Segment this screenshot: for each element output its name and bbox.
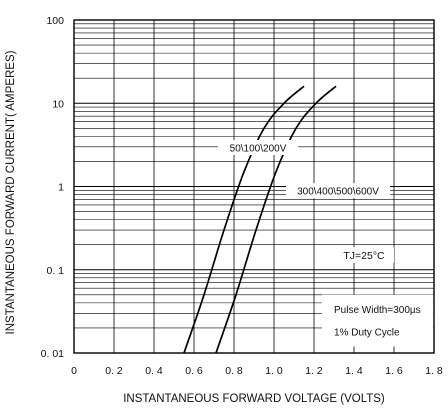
y-axis-label: INSTANTANEOUS FORWARD CURRENT( AMPERES) (5, 50, 17, 334)
x-tick-label: 0. 6 (185, 365, 203, 377)
x-axis-label: INSTANTANEOUS FORWARD VOLTAGE (VOLTS) (123, 393, 385, 405)
x-tick-label: 0. 4 (145, 365, 163, 377)
y-tick-label: 0. 1 (46, 265, 64, 277)
label-layer: 50\100\200V 300\400\500\600V (218, 140, 390, 199)
y-tick-labels: 0. 01 0. 1 1 10 100 (41, 15, 65, 360)
series-label-2: 300\400\500\600V (297, 187, 379, 198)
series-layer (183, 85, 337, 354)
series-line-1 (183, 85, 305, 354)
tj-label: TJ=25°C (343, 250, 385, 262)
plot-frame (73, 19, 435, 354)
y-tick-label: 10 (52, 98, 64, 110)
y-tick-label: 1 (58, 182, 64, 194)
x-tick-label: 1. 0 (265, 365, 283, 377)
tj-label-bg (334, 247, 394, 264)
x-tick-label: 1. 8 (425, 365, 443, 377)
series-label-1-bg (218, 140, 298, 156)
x-tick-label: 0. 2 (105, 365, 123, 377)
y-tick-label: 0. 01 (41, 348, 65, 360)
series-label-1: 50\100\200V (230, 144, 287, 155)
x-tick-label: 0. 8 (225, 365, 243, 377)
pulse-box-bg (322, 294, 433, 347)
grid (74, 20, 434, 353)
x-tick-labels: 0 0. 2 0. 4 0. 6 0. 8 1. 0 1. 2 1. 4 1. 6 1. 8 (71, 365, 443, 377)
series-label-2-bg (286, 183, 390, 199)
x-tick-label: 0 (71, 365, 77, 377)
x-tick-label: 1. 2 (305, 365, 323, 377)
x-tick-label: 1. 4 (345, 365, 363, 377)
pulse-width-label: Pulse Width=300µs (334, 305, 421, 316)
duty-cycle-label: 1% Duty Cycle (334, 328, 400, 339)
annotation-layer: TJ=25°C Pulse Width=300µs 1% Duty Cycle (322, 247, 433, 347)
x-tick-label: 1. 6 (385, 365, 403, 377)
series-line-2 (215, 85, 337, 354)
y-tick-label: 100 (46, 15, 64, 27)
